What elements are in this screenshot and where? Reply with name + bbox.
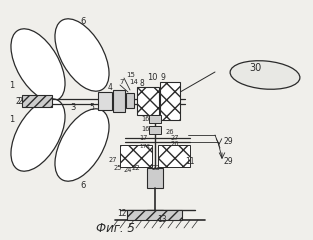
Ellipse shape [11,29,65,101]
Ellipse shape [11,99,65,171]
Text: 23: 23 [151,165,161,171]
Text: 27: 27 [171,135,179,141]
Bar [137,87,159,115]
Ellipse shape [55,19,109,91]
Text: 12: 12 [117,209,127,217]
Text: 24: 24 [124,167,132,173]
Text: 1: 1 [9,80,15,90]
Text: Фиг. 5: Фиг. 5 [95,222,135,234]
Text: 26: 26 [171,141,179,147]
Text: 15: 15 [126,72,136,78]
Bar [158,145,190,167]
Text: 9: 9 [161,73,166,83]
Text: 17: 17 [139,135,147,141]
Bar [160,82,180,120]
Bar [127,210,182,220]
Text: 13: 13 [157,216,167,224]
Text: 6: 6 [80,18,86,26]
Bar [120,145,152,167]
Text: 2: 2 [16,96,20,106]
Bar [149,115,161,123]
Text: 3: 3 [70,103,76,113]
Text: 29: 29 [223,138,233,146]
Ellipse shape [230,61,300,89]
Bar [98,92,112,110]
Bar [147,168,163,188]
Text: 25: 25 [114,165,122,171]
Text: 30: 30 [249,63,261,73]
Bar [126,93,134,108]
Text: 2: 2 [18,97,23,107]
Text: 14: 14 [130,79,138,85]
Text: 11: 11 [185,157,195,167]
Text: 22: 22 [132,165,140,171]
Text: 172: 172 [139,144,151,150]
Text: 26: 26 [166,129,174,135]
Text: 7: 7 [120,79,124,85]
Text: 16: 16 [141,116,149,122]
Text: 5: 5 [90,102,95,112]
Text: 4: 4 [108,83,112,91]
Text: 16: 16 [141,126,149,132]
Bar [22,95,52,107]
Bar [149,126,161,134]
Text: 29: 29 [223,157,233,167]
Text: 1: 1 [9,115,15,125]
Text: 10: 10 [147,73,157,83]
Ellipse shape [55,109,109,181]
Text: 8: 8 [140,78,144,88]
Text: 27: 27 [109,157,117,163]
Text: 6: 6 [80,180,86,190]
Bar [113,90,125,112]
